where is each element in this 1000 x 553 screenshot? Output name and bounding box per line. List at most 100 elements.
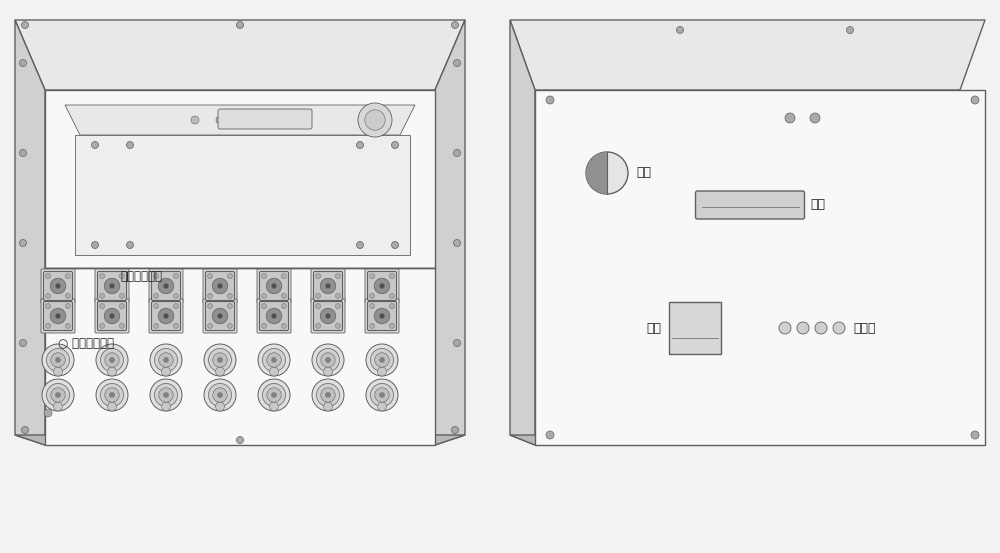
Circle shape bbox=[356, 142, 364, 149]
Circle shape bbox=[46, 274, 51, 279]
Circle shape bbox=[154, 324, 159, 328]
Polygon shape bbox=[510, 20, 535, 445]
Circle shape bbox=[162, 402, 170, 411]
FancyBboxPatch shape bbox=[44, 272, 72, 300]
Polygon shape bbox=[15, 20, 465, 90]
Circle shape bbox=[389, 274, 394, 279]
Circle shape bbox=[316, 348, 340, 372]
Circle shape bbox=[216, 367, 224, 376]
Circle shape bbox=[208, 348, 232, 372]
FancyBboxPatch shape bbox=[203, 299, 237, 333]
Circle shape bbox=[321, 353, 335, 367]
Circle shape bbox=[208, 274, 213, 279]
Circle shape bbox=[335, 274, 340, 279]
Circle shape bbox=[454, 340, 460, 347]
Circle shape bbox=[20, 239, 26, 247]
Circle shape bbox=[46, 383, 70, 406]
Circle shape bbox=[266, 308, 282, 324]
Circle shape bbox=[379, 357, 385, 363]
Circle shape bbox=[126, 242, 134, 248]
Circle shape bbox=[227, 324, 232, 328]
Circle shape bbox=[262, 348, 286, 372]
Circle shape bbox=[46, 348, 70, 372]
Circle shape bbox=[42, 379, 74, 411]
Circle shape bbox=[92, 242, 98, 248]
Circle shape bbox=[158, 278, 174, 294]
Circle shape bbox=[109, 392, 115, 398]
FancyBboxPatch shape bbox=[311, 299, 345, 333]
Circle shape bbox=[100, 274, 105, 279]
Circle shape bbox=[258, 379, 290, 411]
Circle shape bbox=[213, 353, 227, 367]
Circle shape bbox=[100, 324, 105, 328]
Circle shape bbox=[271, 357, 277, 363]
Circle shape bbox=[454, 149, 460, 156]
Circle shape bbox=[335, 304, 340, 309]
Circle shape bbox=[154, 383, 178, 406]
FancyBboxPatch shape bbox=[44, 301, 72, 331]
Circle shape bbox=[159, 353, 173, 367]
Circle shape bbox=[271, 314, 277, 319]
Polygon shape bbox=[510, 435, 985, 445]
Circle shape bbox=[150, 379, 182, 411]
Circle shape bbox=[65, 324, 70, 328]
FancyBboxPatch shape bbox=[152, 301, 180, 331]
Text: 单模光纤接口: 单模光纤接口 bbox=[120, 270, 162, 283]
Polygon shape bbox=[535, 90, 985, 445]
FancyBboxPatch shape bbox=[95, 299, 129, 333]
Circle shape bbox=[191, 116, 199, 124]
Circle shape bbox=[109, 357, 115, 363]
Circle shape bbox=[100, 294, 105, 299]
Circle shape bbox=[162, 367, 170, 376]
Circle shape bbox=[44, 409, 52, 417]
FancyBboxPatch shape bbox=[365, 299, 399, 333]
Circle shape bbox=[154, 348, 178, 372]
Circle shape bbox=[51, 388, 65, 402]
Circle shape bbox=[119, 294, 124, 299]
Polygon shape bbox=[15, 20, 45, 445]
Circle shape bbox=[389, 294, 394, 299]
Polygon shape bbox=[510, 20, 985, 90]
Circle shape bbox=[204, 379, 236, 411]
Circle shape bbox=[320, 278, 336, 294]
Circle shape bbox=[262, 383, 286, 406]
FancyBboxPatch shape bbox=[152, 272, 180, 300]
Circle shape bbox=[208, 383, 232, 406]
Circle shape bbox=[109, 314, 115, 319]
Circle shape bbox=[55, 283, 61, 289]
Circle shape bbox=[325, 283, 331, 289]
FancyBboxPatch shape bbox=[260, 301, 288, 331]
Circle shape bbox=[22, 22, 28, 29]
FancyBboxPatch shape bbox=[314, 272, 342, 300]
Circle shape bbox=[46, 304, 51, 309]
Circle shape bbox=[779, 322, 791, 334]
Circle shape bbox=[150, 344, 182, 376]
Circle shape bbox=[213, 388, 227, 402]
Circle shape bbox=[216, 116, 224, 124]
Circle shape bbox=[389, 324, 394, 328]
Circle shape bbox=[785, 113, 795, 123]
Circle shape bbox=[55, 357, 61, 363]
Circle shape bbox=[281, 324, 286, 328]
Circle shape bbox=[65, 274, 70, 279]
Circle shape bbox=[262, 324, 267, 328]
Circle shape bbox=[316, 274, 321, 279]
Polygon shape bbox=[586, 152, 607, 194]
Circle shape bbox=[324, 402, 332, 411]
Circle shape bbox=[54, 402, 62, 411]
Circle shape bbox=[370, 324, 375, 328]
Circle shape bbox=[42, 344, 74, 376]
Circle shape bbox=[217, 283, 223, 289]
Circle shape bbox=[797, 322, 809, 334]
Circle shape bbox=[846, 27, 854, 34]
Circle shape bbox=[173, 304, 178, 309]
Circle shape bbox=[173, 324, 178, 328]
Circle shape bbox=[20, 149, 26, 156]
Circle shape bbox=[208, 304, 213, 309]
Circle shape bbox=[237, 22, 244, 29]
Circle shape bbox=[325, 314, 331, 319]
Circle shape bbox=[208, 294, 213, 299]
FancyBboxPatch shape bbox=[260, 272, 288, 300]
Circle shape bbox=[374, 278, 390, 294]
FancyBboxPatch shape bbox=[218, 109, 312, 129]
